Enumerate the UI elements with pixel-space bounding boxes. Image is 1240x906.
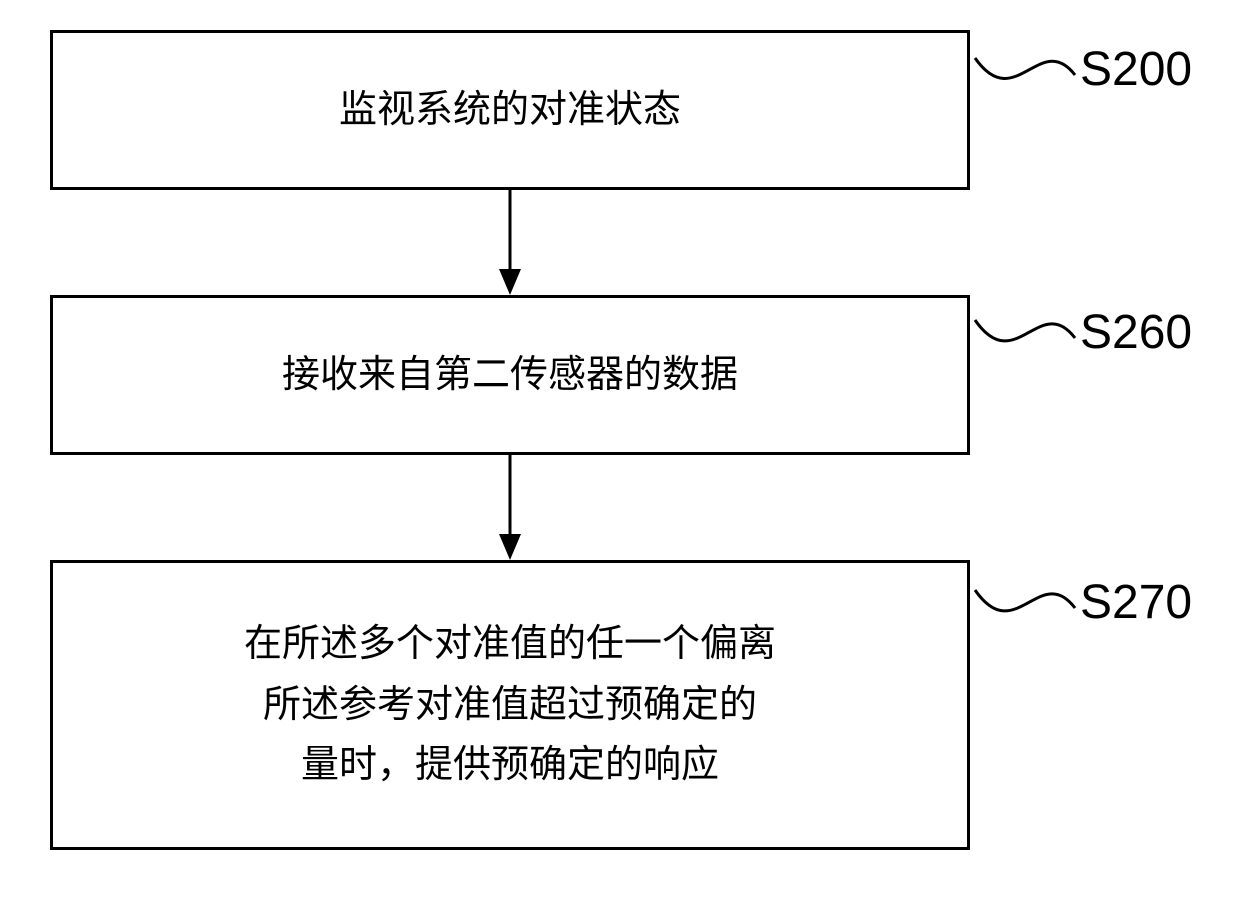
flowchart-step-label-s270: S270: [1080, 575, 1192, 630]
flowchart-step-label-s200: S200: [1080, 42, 1192, 97]
flowchart-step-s200: 监视系统的对准状态: [50, 30, 970, 190]
flowchart-step-s270: 在所述多个对准值的任一个偏离所述参考对准值超过预确定的量时，提供预确定的响应: [50, 560, 970, 850]
flowchart-step-s260: 接收来自第二传感器的数据: [50, 295, 970, 455]
flowchart-step-text: 监视系统的对准状态: [339, 80, 681, 141]
flowchart-step-label-s260: S260: [1080, 305, 1192, 360]
flowchart-step-text: 接收来自第二传感器的数据: [282, 345, 738, 406]
flowchart-canvas: 监视系统的对准状态 S200 接收来自第二传感器的数据 S260 在所述多个对准…: [0, 0, 1240, 906]
flowchart-step-text: 在所述多个对准值的任一个偏离所述参考对准值超过预确定的量时，提供预确定的响应: [244, 614, 776, 796]
